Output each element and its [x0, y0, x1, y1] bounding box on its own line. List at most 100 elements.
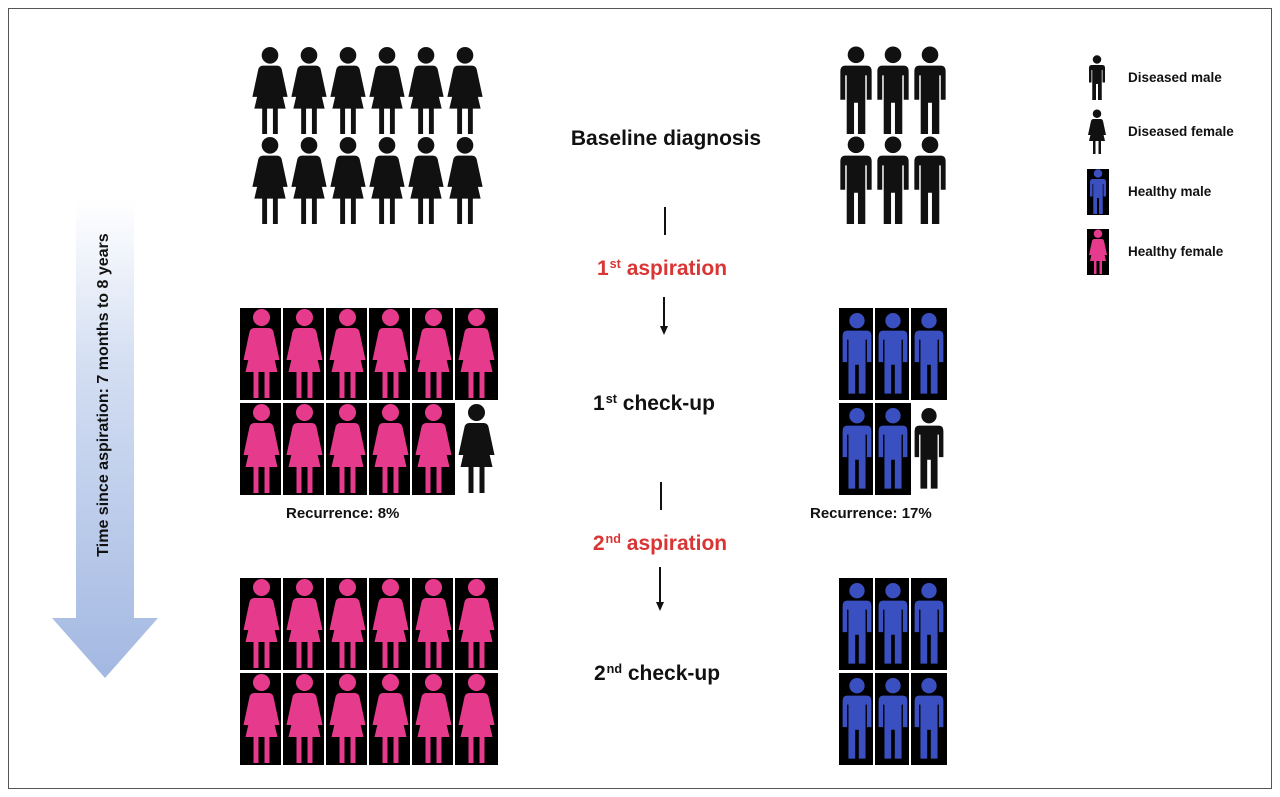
arrow-1-head	[660, 326, 668, 335]
first-aspiration-suffix: st	[610, 257, 621, 271]
diseased-female-icon	[445, 136, 485, 226]
arrow-2-shaft	[659, 567, 661, 603]
healthy-female-icon	[455, 578, 498, 670]
diseased-male-icon	[910, 46, 950, 136]
healthy-male-icon	[875, 673, 911, 765]
arrow-2-head	[656, 602, 664, 611]
first-checkup-text: check-up	[623, 392, 715, 415]
healthy-female-icon	[283, 308, 326, 400]
healthy-female-icon	[369, 578, 412, 670]
healthy-female-icon	[283, 673, 326, 765]
checkup2-male-row-1	[839, 578, 947, 670]
healthy-male-icon	[839, 308, 875, 400]
checkup1-male-row-1	[839, 308, 947, 400]
second-aspiration-text: aspiration	[627, 532, 727, 555]
healthy-female-icon	[240, 578, 283, 670]
healthy-female-icon	[412, 308, 455, 400]
first-aspiration-label: 1st aspiration	[597, 257, 727, 281]
healthy-female-icon	[412, 578, 455, 670]
diseased-female-icon	[250, 136, 290, 226]
legend-diseased-female-icon	[1087, 109, 1107, 155]
second-checkup-suffix: nd	[607, 662, 622, 676]
legend-healthy-female-icon	[1087, 229, 1109, 275]
healthy-female-icon	[412, 403, 455, 495]
healthy-male-icon	[875, 578, 911, 670]
healthy-female-icon	[240, 673, 283, 765]
diseased-female-icon	[406, 46, 446, 136]
legend-healthy-male-icon	[1087, 169, 1109, 215]
second-aspiration-suffix: nd	[606, 532, 621, 546]
healthy-female-icon	[369, 308, 412, 400]
healthy-female-icon	[240, 403, 283, 495]
baseline-male-row-1	[836, 46, 947, 136]
baseline-diagnosis-label: Baseline diagnosis	[571, 127, 761, 151]
first-aspiration-text: aspiration	[627, 257, 727, 280]
healthy-female-icon	[369, 673, 412, 765]
healthy-female-icon	[412, 673, 455, 765]
checkup2-female-row-2	[240, 673, 498, 765]
checkup2-female-row-1	[240, 578, 498, 670]
checkup2-male-row-2	[839, 673, 947, 765]
healthy-female-icon	[283, 578, 326, 670]
diseased-female-icon	[328, 46, 368, 136]
healthy-female-icon	[455, 673, 498, 765]
healthy-female-icon	[455, 308, 498, 400]
diseased-male-icon	[836, 46, 876, 136]
diseased-female-icon	[289, 46, 329, 136]
recurrence-male-label: Recurrence: 17%	[810, 505, 932, 522]
diseased-female-icon	[367, 46, 407, 136]
diseased-male-icon	[873, 136, 913, 226]
first-checkup-label: 1st check-up	[593, 392, 715, 416]
healthy-female-icon	[240, 308, 283, 400]
healthy-female-icon	[326, 403, 369, 495]
baseline-female-row-2	[250, 136, 484, 226]
diseased-female-icon	[250, 46, 290, 136]
arrow-1-shaft	[663, 297, 665, 327]
healthy-male-icon	[875, 403, 911, 495]
connector-line-2	[660, 482, 662, 510]
healthy-male-icon	[911, 308, 947, 400]
diseased-female-icon	[406, 136, 446, 226]
second-checkup-label: 2nd check-up	[594, 662, 720, 686]
diseased-male-icon	[836, 136, 876, 226]
diseased-male-icon	[911, 403, 947, 495]
healthy-male-icon	[911, 673, 947, 765]
healthy-male-icon	[839, 578, 875, 670]
legend-label: Diseased male	[1128, 70, 1222, 85]
recurrence-female-label: Recurrence: 8%	[286, 505, 399, 522]
diseased-female-icon	[445, 46, 485, 136]
healthy-male-icon	[839, 403, 875, 495]
legend-diseased-male-icon	[1087, 55, 1107, 101]
checkup1-male-row-2	[839, 403, 947, 495]
legend-label: Diseased female	[1128, 124, 1234, 139]
healthy-male-icon	[875, 308, 911, 400]
healthy-female-icon	[326, 673, 369, 765]
diseased-female-icon	[367, 136, 407, 226]
healthy-male-icon	[839, 673, 875, 765]
diseased-female-icon	[455, 403, 498, 495]
legend-label: Healthy male	[1128, 184, 1211, 199]
diseased-male-icon	[910, 136, 950, 226]
second-checkup-text: check-up	[628, 662, 720, 685]
second-aspiration-label: 2nd aspiration	[593, 532, 727, 556]
first-checkup-number: 1	[593, 392, 605, 415]
healthy-female-icon	[326, 308, 369, 400]
diseased-female-icon	[328, 136, 368, 226]
checkup1-female-row-2	[240, 403, 498, 495]
checkup1-female-row-1	[240, 308, 498, 400]
connector-line-1	[664, 207, 666, 235]
diseased-female-icon	[289, 136, 329, 226]
baseline-male-row-2	[836, 136, 947, 226]
first-aspiration-number: 1	[597, 257, 609, 280]
healthy-female-icon	[326, 578, 369, 670]
healthy-female-icon	[369, 403, 412, 495]
time-axis-label: Time since aspiration: 7 months to 8 yea…	[95, 233, 113, 556]
legend-label: Healthy female	[1128, 244, 1223, 259]
second-aspiration-number: 2	[593, 532, 605, 555]
healthy-male-icon	[911, 578, 947, 670]
diseased-male-icon	[873, 46, 913, 136]
baseline-female-row-1	[250, 46, 484, 136]
healthy-female-icon	[283, 403, 326, 495]
second-checkup-number: 2	[594, 662, 606, 685]
first-checkup-suffix: st	[606, 392, 617, 406]
